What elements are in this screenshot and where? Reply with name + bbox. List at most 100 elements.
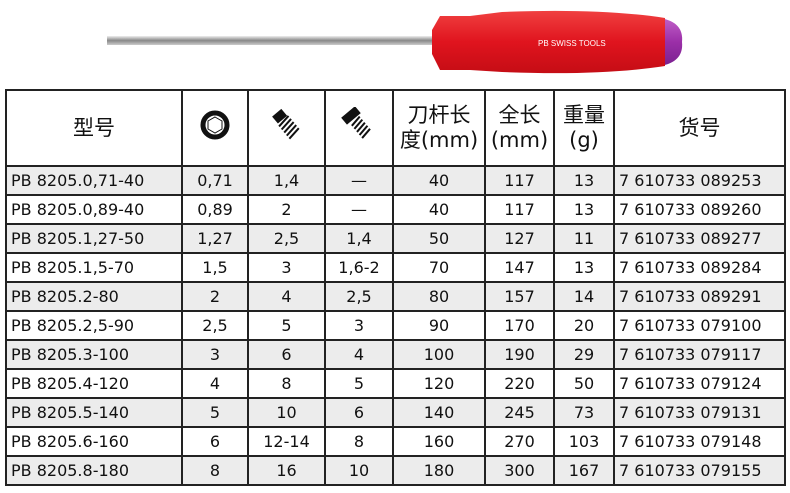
table-cell: 157 <box>484 281 555 312</box>
table-cell: PB 8205.2-80 <box>5 281 183 312</box>
table-row: PB 8205.1,5-70 1,5 3 1,6-2 70 147 13 7 610733 0… <box>5 252 786 283</box>
table-cell: 8 <box>247 368 326 399</box>
table-cell: 0,71 <box>181 165 249 196</box>
table-cell: 245 <box>484 397 555 428</box>
shaft <box>107 36 435 45</box>
table-cell: 7 610733 089284 <box>613 252 786 283</box>
table-cell: 4 <box>181 368 249 399</box>
table-cell: 11 <box>553 223 615 254</box>
table-row: PB 8205.2-80 2 4 2,5 80 157 14 7 610733 089291 <box>5 281 786 312</box>
table-cell: 300 <box>484 455 555 486</box>
table-row: PB 8205.2,5-90 2,5 5 3 90 170 20 7 610733 07910… <box>5 310 786 341</box>
header-text: 全长 <box>498 103 541 127</box>
table-cell: 4 <box>324 339 394 370</box>
table-cell: PB 8205.8-180 <box>5 455 183 486</box>
table-cell: 220 <box>484 368 555 399</box>
hex-socket-icon <box>181 89 249 167</box>
table-cell: 2,5 <box>247 223 326 254</box>
table-cell: 12-14 <box>247 426 326 457</box>
table-cell: 1,4 <box>247 165 326 196</box>
table-row: PB 8205.0,89-40 0,89 2—40 117 13 7 610733 089… <box>5 194 786 225</box>
table-cell: 8 <box>324 426 394 457</box>
table-cell: 103 <box>553 426 615 457</box>
table-cell: 2,5 <box>181 310 249 341</box>
table-cell: 2 <box>181 281 249 312</box>
table-cell: 1,27 <box>181 223 249 254</box>
table-cell: 7 610733 089277 <box>613 223 786 254</box>
table-cell: 3 <box>324 310 394 341</box>
table-cell: 170 <box>484 310 555 341</box>
header-row: 型号 刀杆长 度(mm) 全长 (mm) 重量 (g) 货号 <box>5 89 786 167</box>
table-row: PB 8205.3-100 3 6 4 100 190 29 7 610733 079117 <box>5 339 786 370</box>
table-cell: 6 <box>181 426 249 457</box>
table-cell: PB 8205.5-140 <box>5 397 183 428</box>
table-cell: 7 610733 089260 <box>613 194 786 225</box>
header-text: 重量 <box>563 103 605 127</box>
table-cell: PB 8205.3-100 <box>5 339 183 370</box>
table-cell: 7 610733 079124 <box>613 368 786 399</box>
brand-logo: PB SWISS TOOLS <box>538 39 606 48</box>
table-cell: 10 <box>247 397 326 428</box>
table-cell: 13 <box>553 165 615 196</box>
screwdriver-image: PB SWISS TOOLS <box>107 10 683 74</box>
table-cell: 10 <box>324 455 394 486</box>
table-cell: — <box>324 194 394 225</box>
cap-screw-icon <box>324 89 394 167</box>
table-row: PB 8205.1,27-50 1,27 2,5 1,4 50 127 11 7 610733… <box>5 223 786 254</box>
table-cell: 13 <box>553 194 615 225</box>
table-cell: 6 <box>247 339 326 370</box>
table-cell: 1,6-2 <box>324 252 394 283</box>
header-text: (mm) <box>490 128 549 152</box>
table-cell: 180 <box>392 455 486 486</box>
table-cell: 167 <box>553 455 615 486</box>
table-cell: 73 <box>553 397 615 428</box>
table-cell: 7 610733 079148 <box>613 426 786 457</box>
table-cell: 20 <box>553 310 615 341</box>
table-cell: 7 610733 089253 <box>613 165 786 196</box>
header-text: 刀杆长 <box>407 103 471 127</box>
table-cell: — <box>324 165 394 196</box>
table-cell: 50 <box>553 368 615 399</box>
table-cell: 40 <box>392 165 486 196</box>
header-text: (g) <box>569 128 599 152</box>
table-row: PB 8205.8-180 8 16 10 180 300 167 7 610733 0791… <box>5 455 786 486</box>
table-cell: 6 <box>324 397 394 428</box>
table-cell: 8 <box>181 455 249 486</box>
table-cell: 120 <box>392 368 486 399</box>
table-cell: 16 <box>247 455 326 486</box>
table-cell: 7 610733 079155 <box>613 455 786 486</box>
table-cell: 70 <box>392 252 486 283</box>
table-cell: 5 <box>181 397 249 428</box>
table-cell: 40 <box>392 194 486 225</box>
table-cell: PB 8205.0,71-40 <box>5 165 183 196</box>
cap <box>660 18 683 66</box>
table-cell: PB 8205.1,5-70 <box>5 252 183 283</box>
table-cell: 0,89 <box>181 194 249 225</box>
header-blade-length: 刀杆长 度(mm) <box>392 89 486 167</box>
table-cell: 140 <box>392 397 486 428</box>
table-cell: 14 <box>553 281 615 312</box>
table-cell: 270 <box>484 426 555 457</box>
table-cell: 160 <box>392 426 486 457</box>
header-text: 度(mm) <box>399 128 479 152</box>
table-cell: 80 <box>392 281 486 312</box>
table-cell: 147 <box>484 252 555 283</box>
table-cell: 1,5 <box>181 252 249 283</box>
table-row: PB 8205.4-120 4 8 5 120 220 50 7 610733 079124 <box>5 368 786 399</box>
table-row: PB 8205.6-160 6 12-14 8 160 270 103 7 610733 07… <box>5 426 786 457</box>
set-screw-icon <box>247 89 326 167</box>
table-cell: 29 <box>553 339 615 370</box>
table-cell: 7 610733 079131 <box>613 397 786 428</box>
table-cell: 100 <box>392 339 486 370</box>
table-cell: 190 <box>484 339 555 370</box>
table-cell: 7 610733 089291 <box>613 281 786 312</box>
spec-table: 型号 刀杆长 度(mm) 全长 (mm) 重量 (g) 货号 PB 8205.0,71… <box>5 89 786 486</box>
table-cell: 2 <box>247 194 326 225</box>
header-total-length: 全长 (mm) <box>484 89 555 167</box>
table-cell: 117 <box>484 194 555 225</box>
table-cell: 13 <box>553 252 615 283</box>
table-cell: 50 <box>392 223 486 254</box>
table-cell: PB 8205.6-160 <box>5 426 183 457</box>
table-cell: 5 <box>247 310 326 341</box>
table-cell: 4 <box>247 281 326 312</box>
